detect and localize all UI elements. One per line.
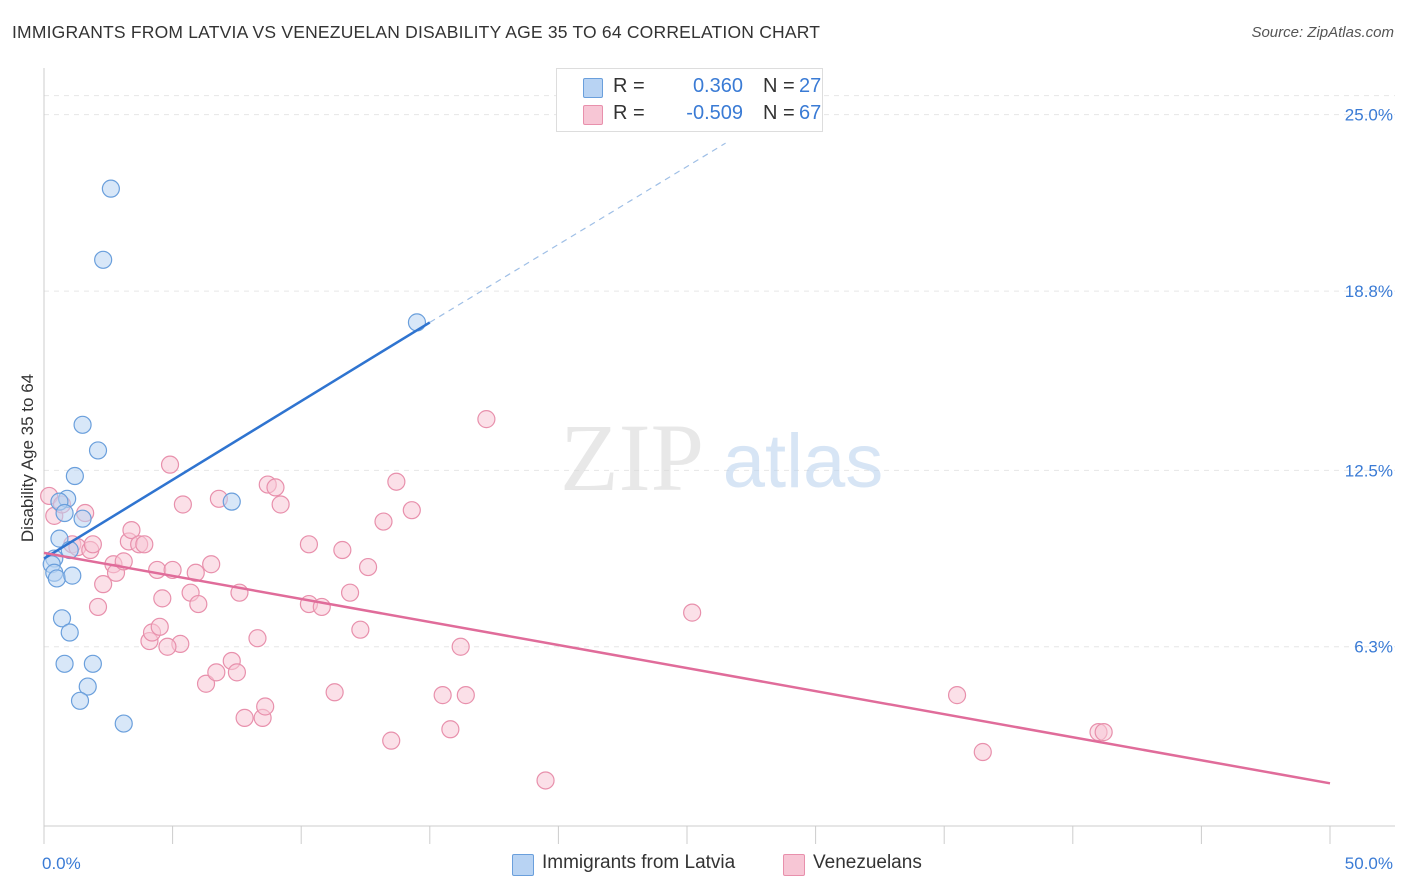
venezuelans-point bbox=[153, 589, 172, 608]
y-axis-label: Disability Age 35 to 64 bbox=[18, 373, 37, 543]
venezuelans-point bbox=[1094, 723, 1113, 742]
latvia-point bbox=[114, 714, 133, 733]
latvia-trend-line bbox=[43, 321, 431, 560]
venezuelans-point bbox=[973, 742, 992, 762]
latvia-points bbox=[42, 179, 427, 733]
venezuelans-point bbox=[88, 597, 108, 617]
latvia-point bbox=[63, 566, 82, 585]
gridlines bbox=[44, 95, 1395, 648]
latvia-point bbox=[94, 250, 113, 269]
latvia-point bbox=[65, 466, 84, 486]
venezuelans-point bbox=[235, 708, 254, 727]
latvia-point bbox=[47, 569, 66, 588]
latvia-point bbox=[73, 415, 92, 434]
watermark-zip: ZIP bbox=[560, 404, 704, 511]
legend-r-value: 0.360 bbox=[692, 75, 743, 97]
latvia-point bbox=[52, 609, 72, 628]
venezuelans-point bbox=[189, 594, 208, 614]
legend-r-label: R = bbox=[613, 102, 645, 124]
venezuelans-point bbox=[351, 620, 370, 639]
watermark-atlas: atlas bbox=[723, 419, 884, 504]
latvia-point bbox=[55, 503, 74, 523]
venezuelans-point bbox=[451, 637, 470, 656]
legend-n-value: 67 bbox=[799, 102, 822, 124]
watermark: ZIP atlas bbox=[560, 404, 883, 511]
venezuelans-point bbox=[248, 629, 267, 648]
latvia-point bbox=[222, 492, 241, 511]
y-tick-label: 25.0% bbox=[1345, 106, 1393, 125]
venezuelans-point bbox=[947, 686, 967, 705]
chart-title: IMMIGRANTS FROM LATVIA VS VENEZUELAN DIS… bbox=[12, 22, 821, 42]
latvia-point bbox=[70, 691, 90, 710]
legend-n-label: N = bbox=[763, 75, 795, 97]
venezuelans-point bbox=[227, 663, 246, 682]
venezuelans-point bbox=[122, 520, 141, 540]
bottom-legend-label-venezuelans: Venezuelans bbox=[813, 852, 922, 873]
venezuelans-point bbox=[266, 478, 285, 497]
bottom-legend-label-latvia: Immigrants from Latvia bbox=[542, 852, 736, 873]
latvia-point bbox=[60, 623, 79, 642]
venezuelans-point bbox=[340, 583, 360, 602]
source-credit: Source: ZipAtlas.com bbox=[1251, 24, 1394, 41]
venezuelans-point bbox=[256, 697, 275, 716]
venezuelans-point bbox=[477, 410, 496, 429]
trend-lines bbox=[43, 142, 1331, 785]
latvia-point bbox=[407, 313, 427, 332]
latvia-point bbox=[73, 509, 92, 528]
venezuelans-point bbox=[325, 683, 344, 702]
venezuelans-point bbox=[433, 686, 452, 705]
latvia-point bbox=[101, 179, 120, 198]
axes bbox=[43, 68, 1395, 844]
venezuelans-point bbox=[83, 535, 102, 554]
venezuelans-point bbox=[374, 512, 393, 531]
venezuelans-point bbox=[536, 771, 555, 790]
venezuelans-point bbox=[271, 495, 290, 514]
venezuelans-point bbox=[158, 637, 177, 656]
latvia-point bbox=[88, 441, 108, 460]
legend-n-label: N = bbox=[763, 102, 795, 124]
legend-swatch-latvia bbox=[583, 78, 603, 98]
venezuelans-point bbox=[207, 663, 226, 682]
venezuelans-point bbox=[135, 535, 154, 554]
latvia-point bbox=[83, 654, 102, 673]
latvia-point bbox=[78, 677, 97, 696]
y-tick-label: 6.3% bbox=[1354, 638, 1393, 657]
venezuelans-point bbox=[148, 560, 167, 580]
venezuelans-point bbox=[441, 720, 460, 739]
y-tick-label: 12.5% bbox=[1345, 461, 1393, 480]
correlation-legend: R = 0.360 N = 27 R = -0.509 N = 67 bbox=[556, 68, 823, 132]
venezuelans-point bbox=[94, 575, 113, 594]
venezuelans-point bbox=[402, 501, 421, 520]
legend-swatch-venezuelans bbox=[583, 105, 603, 125]
latvia-point bbox=[55, 654, 74, 673]
venezuelans-point bbox=[150, 617, 169, 636]
venezuelans-point bbox=[683, 603, 702, 622]
venezuelans-point bbox=[387, 472, 406, 491]
venezuelans-point bbox=[196, 674, 216, 693]
venezuelans-point bbox=[382, 731, 401, 750]
venezuelans-trend-line bbox=[43, 551, 1331, 785]
x-tick-label-max: 50.0% bbox=[1345, 854, 1393, 873]
bottom-legend-swatch-latvia bbox=[512, 854, 534, 876]
venezuelans-point bbox=[173, 495, 192, 514]
y-tick-label: 18.8% bbox=[1345, 282, 1393, 301]
latvia-trend-extension bbox=[429, 142, 726, 323]
venezuelans-point bbox=[202, 555, 221, 574]
bottom-legend-swatch-venezuelans bbox=[783, 854, 805, 876]
venezuelans-point bbox=[299, 535, 319, 554]
legend-r-value: -0.509 bbox=[686, 102, 743, 124]
venezuelans-point bbox=[358, 557, 378, 577]
x-tick-label-min: 0.0% bbox=[42, 854, 81, 873]
tick-labels: 6.3% 12.5% 18.8% 25.0% 0.0% 50.0% bbox=[42, 106, 1393, 873]
latvia-point bbox=[50, 529, 69, 548]
venezuelans-point bbox=[333, 540, 352, 560]
legend-n-value: 27 bbox=[799, 75, 822, 97]
venezuelans-point bbox=[160, 455, 180, 474]
venezuelans-point bbox=[456, 686, 475, 705]
legend-r-label: R = bbox=[613, 75, 645, 97]
